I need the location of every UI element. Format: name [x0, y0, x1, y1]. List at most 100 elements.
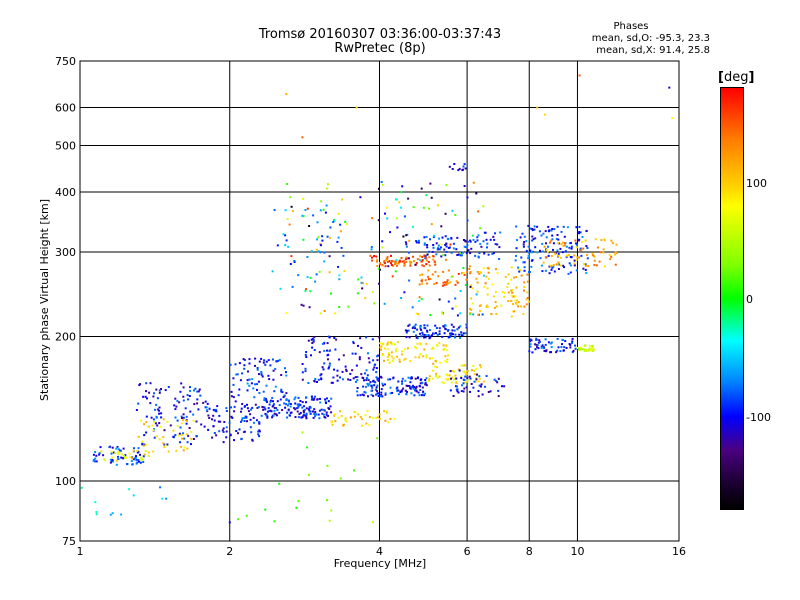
data-point	[430, 196, 433, 199]
data-point	[272, 369, 275, 372]
data-point	[250, 431, 253, 434]
data-point	[315, 248, 318, 251]
data-point	[135, 458, 138, 461]
data-point	[444, 324, 447, 327]
data-point	[515, 303, 518, 306]
data-point	[425, 235, 428, 238]
stats-heading: Phases	[613, 21, 649, 32]
data-point	[460, 390, 463, 392]
data-point	[370, 389, 373, 392]
data-point	[571, 340, 574, 343]
data-point	[285, 371, 287, 374]
data-point	[395, 347, 398, 350]
data-point	[205, 406, 208, 409]
data-point	[420, 279, 423, 282]
data-point	[238, 362, 241, 365]
data-point	[399, 391, 402, 394]
data-point	[428, 256, 431, 259]
x-tick-label: 16	[672, 545, 686, 558]
data-point	[565, 254, 568, 257]
colorbar	[720, 87, 744, 510]
data-point	[480, 366, 482, 369]
data-point	[476, 270, 479, 273]
data-point	[296, 403, 299, 406]
data-point	[244, 405, 246, 408]
data-point	[269, 409, 272, 412]
data-point	[401, 382, 404, 385]
data-point	[522, 313, 525, 315]
data-point	[197, 408, 200, 411]
data-point	[387, 265, 390, 268]
data-point	[411, 225, 414, 228]
data-point	[244, 415, 247, 418]
data-point	[457, 253, 460, 256]
data-point	[138, 460, 140, 463]
data-point	[529, 340, 531, 343]
data-point	[248, 362, 251, 365]
data-point	[466, 219, 469, 222]
data-point	[585, 271, 588, 274]
data-point	[534, 237, 537, 240]
data-point	[584, 263, 587, 266]
data-point	[576, 256, 579, 259]
data-point	[309, 412, 312, 415]
data-point	[431, 346, 434, 349]
data-point	[371, 291, 374, 294]
data-point	[557, 346, 560, 349]
y-tick-label: 600	[55, 102, 76, 115]
data-point	[453, 378, 456, 381]
data-point	[225, 410, 228, 412]
data-point	[301, 371, 304, 374]
data-point	[434, 375, 437, 377]
data-point	[381, 183, 384, 186]
data-point	[178, 401, 181, 404]
data-point	[302, 414, 305, 417]
data-point	[486, 287, 489, 290]
data-point	[338, 358, 341, 361]
data-point	[569, 242, 572, 244]
data-point	[195, 420, 198, 423]
data-point	[510, 315, 513, 318]
data-point	[257, 433, 260, 436]
data-point	[367, 384, 370, 387]
data-point	[325, 411, 328, 414]
data-point	[433, 234, 436, 237]
data-point	[334, 420, 337, 423]
data-point	[479, 310, 482, 312]
data-point	[355, 364, 358, 367]
data-point	[587, 349, 590, 352]
data-point	[429, 329, 431, 331]
data-point	[569, 346, 572, 349]
data-point	[385, 410, 388, 413]
data-point	[499, 231, 502, 234]
data-point	[422, 206, 425, 209]
data-point	[135, 462, 138, 465]
data-point	[326, 349, 328, 352]
data-point	[174, 416, 177, 419]
data-point	[375, 376, 378, 379]
data-point	[187, 398, 190, 401]
data-point	[302, 304, 305, 307]
data-point	[375, 355, 378, 358]
data-point	[412, 384, 414, 387]
data-point	[156, 424, 159, 427]
data-point	[427, 261, 430, 263]
data-point	[285, 403, 288, 406]
data-point	[431, 357, 434, 360]
data-point	[424, 256, 427, 259]
data-point	[427, 377, 430, 380]
data-point	[234, 400, 237, 403]
data-point	[386, 217, 389, 220]
data-point	[536, 106, 539, 109]
data-point	[80, 486, 83, 489]
data-point	[384, 383, 386, 386]
data-point	[115, 463, 118, 466]
data-point	[225, 436, 228, 439]
data-point	[212, 414, 215, 417]
data-point	[470, 284, 473, 287]
data-point	[432, 332, 435, 335]
data-point	[301, 401, 304, 404]
data-point	[340, 246, 343, 249]
data-point	[556, 349, 559, 352]
data-point	[540, 346, 543, 349]
